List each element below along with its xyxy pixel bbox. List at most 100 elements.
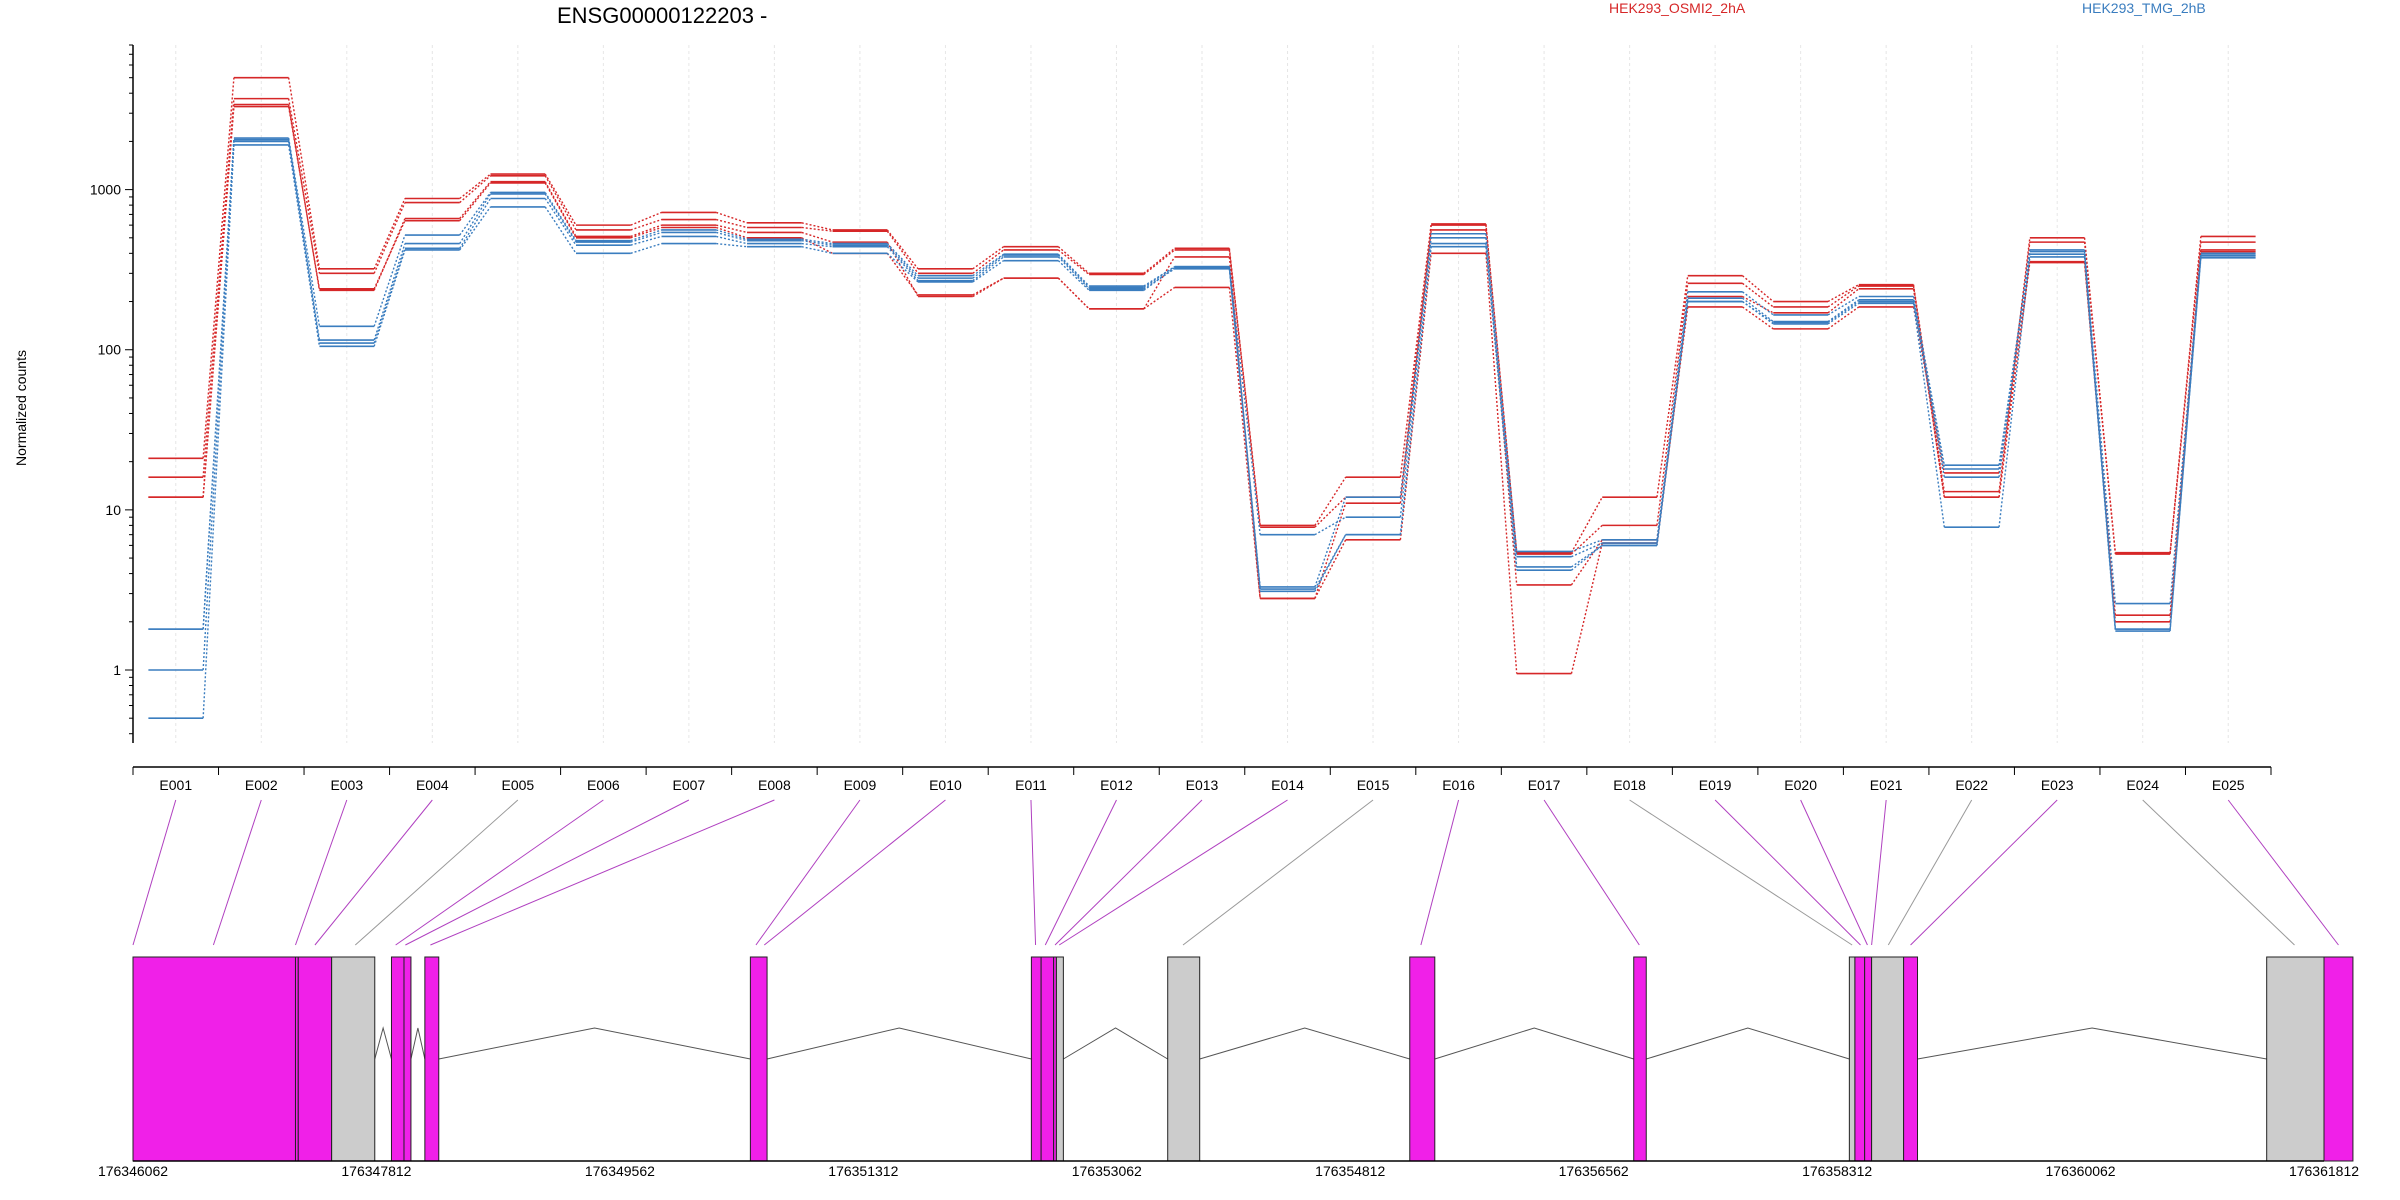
exon-label-E014: E014 <box>1271 777 1304 793</box>
count-connector <box>1998 254 2031 478</box>
intron <box>1434 1027 1634 1060</box>
exon-block-tested <box>403 956 412 1162</box>
count-connector <box>1228 249 1261 528</box>
count-connector <box>630 229 662 242</box>
count-connector <box>1742 295 1774 314</box>
count-connector <box>1399 237 1432 498</box>
exon-label-E011: E011 <box>1015 777 1047 793</box>
count-connector <box>886 230 919 274</box>
count-connector <box>287 106 321 289</box>
exon-label-E001: E001 <box>159 777 192 793</box>
count-connector <box>1742 275 1774 303</box>
count-connector <box>544 192 577 242</box>
count-connector <box>1057 246 1090 274</box>
count-connector <box>2169 257 2202 632</box>
count-connector <box>373 198 406 270</box>
genomic-position-label: 176361812 <box>2289 1163 2359 1179</box>
count-connector <box>801 242 833 248</box>
count-connector <box>972 249 1005 274</box>
count-connector <box>716 218 748 229</box>
exon-label-E017: E017 <box>1528 777 1561 793</box>
exon-block-other <box>1167 956 1201 1162</box>
count-connector <box>1485 253 1518 674</box>
count-connector <box>373 202 406 274</box>
exon-label-E020: E020 <box>1784 777 1817 793</box>
count-connector <box>630 235 662 246</box>
count-connector <box>630 226 662 239</box>
genomic-position-label: 176353062 <box>1072 1163 1142 1179</box>
exon-block-tested <box>424 956 440 1162</box>
exon-label-E005: E005 <box>501 777 534 793</box>
x-axis: E001 E002 E003 E004 E005 E006 E007 E008 E009 E010… <box>132 766 2272 793</box>
count-connector <box>1057 249 1090 276</box>
genomic-position-label: 176354812 <box>1315 1163 1385 1179</box>
exon-block-other <box>1871 956 1905 1162</box>
y-axis: 1 10 100 1000 <box>90 44 134 743</box>
count-connector <box>544 173 577 226</box>
count-connector <box>1827 288 1860 314</box>
count-connector <box>373 243 406 341</box>
count-connector <box>801 239 833 246</box>
count-connector <box>373 234 406 327</box>
count-connector <box>373 248 406 344</box>
count-connector <box>886 243 919 277</box>
connector-E009 <box>755 799 861 946</box>
count-connector <box>1827 295 1860 316</box>
count-connector <box>1571 539 1603 553</box>
connector-E016 <box>1420 799 1460 946</box>
count-connector <box>1827 284 1860 303</box>
connector-E003 <box>295 799 348 946</box>
count-connector <box>459 193 492 244</box>
connector-E021 <box>1871 799 1887 946</box>
connector-E002 <box>212 799 262 946</box>
count-connector <box>716 242 748 248</box>
count-connector <box>287 98 321 274</box>
y-tick-label: 1000 <box>90 182 121 198</box>
intron <box>766 1027 1032 1060</box>
series-8 <box>148 144 2256 719</box>
count-connector <box>801 226 833 232</box>
connector-E004 <box>314 799 433 946</box>
genomic-position-label: 176349562 <box>585 1163 655 1179</box>
count-connector <box>1571 542 1603 558</box>
genomic-position-label: 176356562 <box>1559 1163 1629 1179</box>
intron <box>1917 1027 2267 1060</box>
count-connector <box>373 220 406 290</box>
count-connector <box>1228 287 1261 599</box>
count-connector <box>630 231 662 243</box>
count-connector <box>801 231 833 243</box>
exon-block-tested <box>1030 956 1042 1162</box>
count-connector <box>1485 237 1518 557</box>
count-connector <box>1314 503 1347 599</box>
connector-E020 <box>1800 799 1868 946</box>
count-connector <box>1742 291 1774 316</box>
count-connector <box>801 238 833 245</box>
count-connector <box>459 175 491 204</box>
count-connector <box>373 249 406 347</box>
connector-E015 <box>1182 799 1374 946</box>
count-connector <box>1571 544 1603 571</box>
exon-label-E024: E024 <box>2126 777 2159 793</box>
count-connector <box>972 254 1005 279</box>
genomic-position-label: 176347812 <box>341 1163 411 1179</box>
exon-label-E002: E002 <box>245 777 278 793</box>
count-connector <box>630 224 662 238</box>
legend-entry-tmg: HEK293_TMG_2hB <box>2082 0 2206 16</box>
count-connector <box>1314 534 1347 590</box>
exon-label-E022: E022 <box>1955 777 1988 793</box>
connector-E011 <box>1030 799 1037 946</box>
exon-label-E023: E023 <box>2041 777 2074 793</box>
count-connector <box>1228 266 1261 535</box>
exon-block-tested <box>1903 956 1919 1162</box>
count-connector <box>1057 277 1090 310</box>
exon-block-tested <box>1864 956 1873 1162</box>
connector-E017 <box>1543 799 1640 946</box>
count-connector <box>801 222 833 231</box>
count-connector <box>544 175 577 231</box>
count-connector <box>1399 253 1432 540</box>
count-connector <box>716 224 748 234</box>
exon-label-E003: E003 <box>330 777 363 793</box>
count-connector <box>1057 260 1090 291</box>
y-tick-label: 100 <box>98 342 122 358</box>
count-connector <box>716 231 748 242</box>
